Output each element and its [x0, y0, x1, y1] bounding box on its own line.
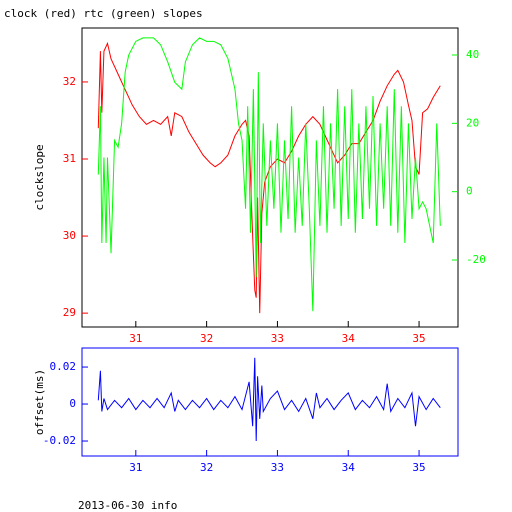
x-tick-label: 31	[129, 332, 142, 345]
y-tick-label: -0.02	[43, 434, 76, 447]
y-tick-label: 0.02	[50, 360, 77, 373]
y-tick-label: 32	[63, 75, 76, 88]
y-tick-label: 29	[63, 306, 76, 319]
y2-tick-label: 40	[466, 48, 479, 61]
y-axis-label: offset(ms)	[33, 369, 46, 435]
x-tick-label: 35	[412, 332, 425, 345]
data-line	[97, 41, 441, 314]
y2-tick-label: -20	[466, 253, 486, 266]
data-line	[97, 37, 441, 312]
x-tick-label: 34	[342, 461, 356, 474]
plot-frame	[81, 347, 459, 457]
chart-title: clock (red) rtc (green) slopes	[4, 7, 203, 20]
y-tick-label: 30	[63, 229, 76, 242]
x-tick-label: 33	[271, 332, 284, 345]
x-tick-label: 31	[129, 461, 142, 474]
x-tick-label: 32	[200, 332, 213, 345]
x-tick-label: 32	[200, 461, 213, 474]
y-tick-label: 31	[63, 152, 76, 165]
x-tick-label: 35	[412, 461, 425, 474]
y-tick-label: 0	[69, 397, 76, 410]
y-axis-label: clockslope	[33, 144, 46, 210]
footer: 2013-06-30 info	[78, 499, 177, 512]
data-line	[97, 357, 441, 442]
y2-tick-label: 0	[466, 185, 473, 198]
x-tick-label: 34	[342, 332, 356, 345]
y2-tick-label: 20	[466, 116, 479, 129]
plot-frame	[81, 27, 459, 328]
x-tick-label: 33	[271, 461, 284, 474]
